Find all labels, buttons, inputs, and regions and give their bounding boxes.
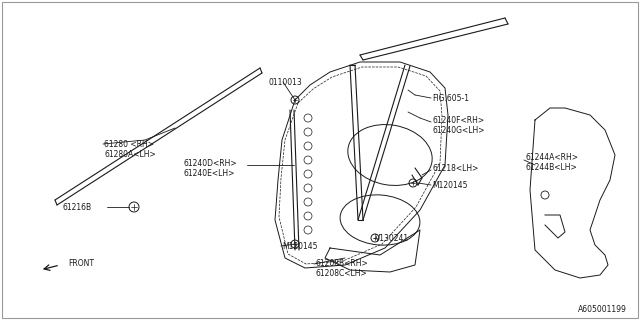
- Text: 61218<LH>: 61218<LH>: [432, 164, 478, 172]
- Text: FIG.605-1: FIG.605-1: [432, 93, 469, 102]
- Text: 61208C<LH>: 61208C<LH>: [315, 269, 367, 278]
- Text: 61240D<RH>: 61240D<RH>: [183, 158, 237, 167]
- Text: M120145: M120145: [432, 180, 467, 189]
- Text: 61208B<RH>: 61208B<RH>: [315, 260, 368, 268]
- Text: 61244A<RH>: 61244A<RH>: [525, 153, 578, 162]
- Text: 61240G<LH>: 61240G<LH>: [432, 125, 484, 134]
- Text: FRONT: FRONT: [68, 260, 94, 268]
- Text: 61280 <RH>: 61280 <RH>: [104, 140, 154, 148]
- Text: 61240E<LH>: 61240E<LH>: [183, 169, 234, 178]
- Text: 61244B<LH>: 61244B<LH>: [525, 163, 577, 172]
- Text: 0110013: 0110013: [268, 77, 302, 86]
- Text: 61240F<RH>: 61240F<RH>: [432, 116, 484, 124]
- Text: V130241: V130241: [375, 234, 409, 243]
- Text: 61216B: 61216B: [62, 203, 91, 212]
- Text: A605001199: A605001199: [578, 306, 627, 315]
- Text: 61280A<LH>: 61280A<LH>: [104, 149, 156, 158]
- Text: M120145: M120145: [282, 242, 317, 251]
